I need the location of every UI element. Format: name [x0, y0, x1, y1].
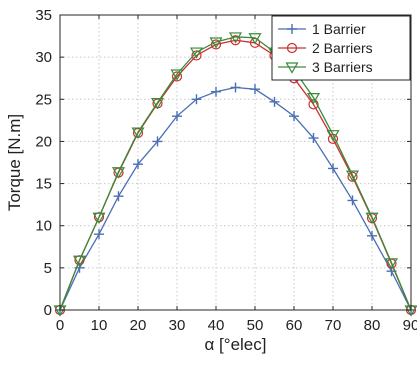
series-3-point-17 — [384, 258, 399, 270]
series-1-point-14 — [328, 163, 338, 174]
series-1-point-7 — [191, 94, 202, 105]
y-tick-label-1: 5 — [44, 260, 52, 277]
legend-label-3: 3 Barriers — [312, 59, 373, 75]
series-3-line — [59, 36, 412, 311]
series-3-point-7 — [189, 47, 204, 59]
series-1-point-3 — [113, 191, 124, 202]
x-tick-label-9: 90 — [403, 317, 417, 334]
x-tick-label-8: 80 — [364, 317, 381, 334]
y-tick-label-5: 25 — [35, 91, 52, 108]
series-3-point-9 — [228, 32, 243, 44]
series-1 — [55, 82, 416, 315]
axis-ticks: 0 10 20 30 40 50 60 70 80 90 0 5 10 15 20 25 30 35 — [35, 7, 417, 334]
legend-swatch-marker-3 — [285, 62, 299, 74]
y-tick-label-4: 20 — [35, 133, 52, 150]
x-axis-title: α [°elec] — [205, 335, 267, 354]
series-1-point-11 — [269, 96, 280, 107]
series-3-point-10 — [248, 33, 262, 45]
x-tick-label-2: 20 — [130, 317, 147, 334]
x-tick-label-1: 10 — [91, 317, 108, 334]
series-1-point-4 — [133, 159, 143, 170]
y-tick-label-3: 15 — [35, 176, 52, 193]
series-2-point-13 — [308, 99, 319, 110]
y-tick-label-7: 35 — [35, 7, 52, 24]
x-tick-label-3: 30 — [169, 317, 186, 334]
y-tick-label-0: 0 — [44, 302, 52, 319]
legend-item-1: 1 Barrier — [278, 21, 366, 37]
series-1-point-16 — [367, 230, 377, 241]
legend-swatch-marker-1 — [287, 24, 297, 34]
series-3-point-3 — [111, 167, 126, 179]
series-1-line — [59, 86, 412, 311]
series-3-point-5 — [150, 98, 165, 110]
series-3-point-1 — [72, 255, 87, 267]
y-axis-title: Torque [N.m] — [5, 114, 24, 211]
legend-label-1: 1 Barrier — [312, 21, 366, 37]
series-3-point-6 — [170, 69, 184, 81]
plot-area-frame — [59, 14, 412, 311]
legend-item-3: 3 Barriers — [278, 59, 373, 75]
series-1-point-6 — [172, 111, 182, 122]
series-3-point-16 — [365, 212, 379, 224]
series-1-point-2 — [94, 229, 104, 240]
x-tick-label-5: 50 — [247, 317, 264, 334]
x-tick-label-4: 40 — [208, 317, 225, 334]
series-3-point-14 — [326, 130, 340, 142]
series-3-point-13 — [306, 93, 321, 105]
series-2-point-9 — [230, 35, 241, 46]
legend-swatch-marker-2 — [286, 42, 298, 54]
series-3-point-8 — [209, 37, 223, 49]
x-tick-label-7: 70 — [325, 317, 342, 334]
series-1-point-13 — [308, 133, 319, 144]
series-1-point-5 — [152, 136, 163, 147]
legend-item-2: 2 Barriers — [278, 40, 373, 56]
legend-label-2: 2 Barriers — [312, 40, 373, 56]
x-tick-label-6: 60 — [286, 317, 303, 334]
series-2-line — [59, 39, 412, 311]
series-2-point-7 — [191, 50, 202, 61]
series-1-point-15 — [347, 195, 358, 206]
x-tick-label-0: 0 — [56, 317, 64, 334]
series-1-point-8 — [211, 86, 221, 97]
legend: 1 Barrier 2 Barriers 3 Barriers — [271, 15, 411, 81]
series-3-point-15 — [345, 170, 360, 182]
series-1-point-10 — [250, 84, 260, 95]
series-1-point-9 — [230, 82, 241, 93]
series-3-point-2 — [92, 212, 106, 224]
series-1-point-12 — [289, 111, 299, 122]
series-2-point-6 — [171, 71, 183, 82]
y-tick-label-6: 30 — [35, 49, 52, 66]
series-3-point-4 — [131, 127, 145, 139]
y-tick-label-2: 10 — [35, 218, 52, 235]
